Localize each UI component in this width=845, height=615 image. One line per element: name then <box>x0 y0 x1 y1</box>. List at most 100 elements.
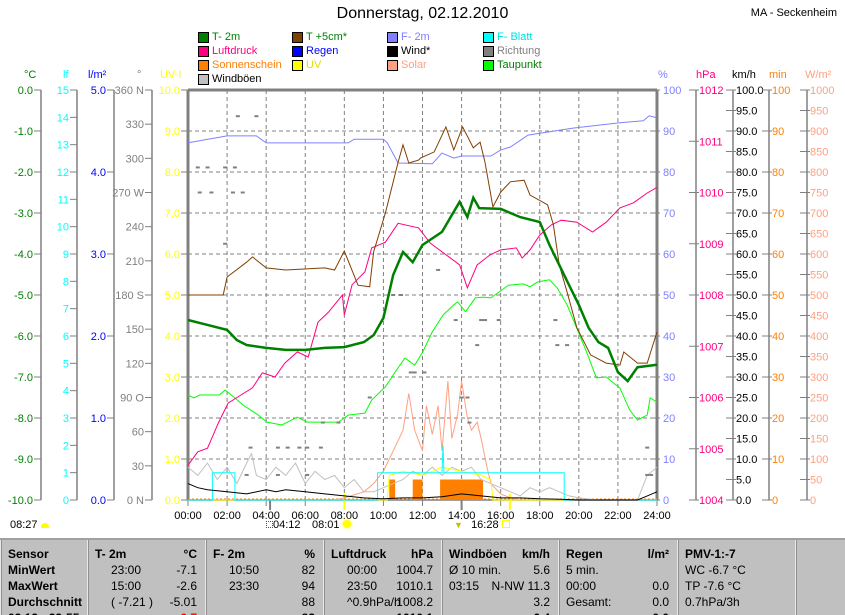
legend-label: F- Blatt <box>497 31 533 43</box>
sun-icon <box>40 523 49 528</box>
direction-point <box>436 268 441 271</box>
axis-tick-label: 95.0 <box>736 106 757 118</box>
legend-item: UV <box>292 59 321 71</box>
table-cell: 6.4 <box>449 610 550 615</box>
direction-point <box>320 421 325 424</box>
direction-point <box>459 396 464 399</box>
direction-point <box>305 446 310 449</box>
axis-tick-label: 400 <box>810 331 828 343</box>
axis-tick-label: 3 <box>63 413 69 425</box>
axis-unit-deg: ° <box>137 69 141 81</box>
axis-tick-label: 0.0 <box>91 495 106 507</box>
direction-point <box>232 166 237 169</box>
legend-label: F- 2m <box>401 31 430 43</box>
direction-point <box>555 344 560 347</box>
series-luftdruck <box>187 186 658 466</box>
row-label: 02.12 - 23:55 <box>8 610 88 615</box>
legend-swatch <box>387 59 398 71</box>
legend-item: Luftdruck <box>198 45 257 57</box>
axis-tick-label: 9.0 <box>165 126 180 138</box>
table-cell: 0.0 <box>652 595 669 609</box>
axis-tick-label: 180 S <box>115 290 144 302</box>
column-unit <box>685 546 787 562</box>
x-tick-label: 06:00 <box>291 510 319 522</box>
legend-swatch <box>483 59 494 71</box>
x-tick-label: 00:00 <box>174 510 202 522</box>
axis-tick-label: 1.0 <box>165 454 180 466</box>
legend-item: Windböen <box>198 73 262 85</box>
table-cell: 03:15 <box>449 579 480 593</box>
axis-tick-label: 60 <box>663 249 675 261</box>
table-cell: 82 <box>213 610 315 615</box>
legend-label: Taupunkt <box>497 59 542 71</box>
sunshine-bar <box>440 479 484 500</box>
table-cell: 88 <box>301 595 315 609</box>
axis-unit-pct: % <box>658 69 668 81</box>
direction-point <box>336 421 341 424</box>
direction-point <box>367 396 372 399</box>
direction-point <box>483 319 488 322</box>
table-column <box>205 540 324 615</box>
table-cell: 23:00 <box>111 563 142 577</box>
axis-tick-label: 75.0 <box>736 188 757 200</box>
axis-tick-label: 4.0 <box>91 167 106 179</box>
legend-label: Regen <box>306 45 339 57</box>
axis-tick-label: 80 <box>772 167 784 179</box>
x-tick-label: 14:00 <box>448 510 476 522</box>
axis-unit-C: °C <box>24 69 36 81</box>
legend-item: T- 2m <box>198 31 240 43</box>
axis-tick-label: 150 <box>126 324 144 336</box>
legend-label: UV <box>306 59 322 71</box>
axis-tick-label: 9 <box>63 249 69 261</box>
axis-tick-label: 70.0 <box>736 208 757 220</box>
axis-tick-label: 1009 <box>699 239 723 251</box>
direction-point <box>465 396 470 399</box>
axis-tick-label: -10.0 <box>8 495 33 507</box>
direction-point <box>254 115 259 118</box>
legend-swatch <box>292 45 303 57</box>
axis-tick-label: 5.0 <box>736 475 751 487</box>
axis-tick-label: 35.0 <box>736 352 757 364</box>
direction-point <box>240 191 245 194</box>
direction-point <box>297 446 302 449</box>
axis-tick-label: 10.0 <box>736 454 757 466</box>
series-t-5cm- <box>188 125 658 366</box>
axis-tick-label: 60 <box>772 249 784 261</box>
axis-tick-label: 250 <box>810 393 828 405</box>
table-cell <box>685 610 787 615</box>
series-f-blatt <box>188 445 657 501</box>
direction-point <box>195 166 200 169</box>
axis-tick-label: -1.0 <box>14 126 33 138</box>
x-tick-label: 20:00 <box>565 510 593 522</box>
legend-swatch <box>387 45 398 57</box>
legend-swatch <box>483 45 494 57</box>
moon-icon <box>266 521 273 528</box>
table-cell: 5 min. <box>566 563 599 577</box>
axis-tick-label: 30 <box>772 372 784 384</box>
direction-point <box>230 191 235 194</box>
sunset: ▼ 16:28 <box>454 519 510 531</box>
legend-swatch <box>292 31 303 43</box>
direction-point <box>285 446 290 449</box>
sunrise-left-time: 08:27 <box>10 519 38 531</box>
axis-tick-label: 0 <box>772 495 778 507</box>
axis-tick-label: 14 <box>57 112 69 124</box>
axis-tick-label: 240 <box>126 222 144 234</box>
axis-tick-label: 300 <box>810 372 828 384</box>
axis-tick-label: 30 <box>132 461 144 473</box>
table-cell: N-NW 11.3 <box>491 579 550 593</box>
axis-tick-label: 15.0 <box>736 434 757 446</box>
table-cell: 10:50 <box>229 563 260 577</box>
column-unit: °C <box>183 547 197 561</box>
sunrise: 08:01 <box>312 519 351 531</box>
axis-unit-lf: lf <box>63 69 69 81</box>
direction-point <box>223 242 228 245</box>
axis-tick-label: -3.0 <box>14 208 33 220</box>
direction-point <box>318 446 323 449</box>
axis-tick-label: 1.0 <box>91 413 106 425</box>
axis-tick-label: -9.0 <box>14 454 33 466</box>
direction-point <box>645 473 650 476</box>
axis-tick-label: 12 <box>57 167 69 179</box>
direction-point <box>467 421 472 424</box>
axis-tick-label: 60 <box>132 427 144 439</box>
